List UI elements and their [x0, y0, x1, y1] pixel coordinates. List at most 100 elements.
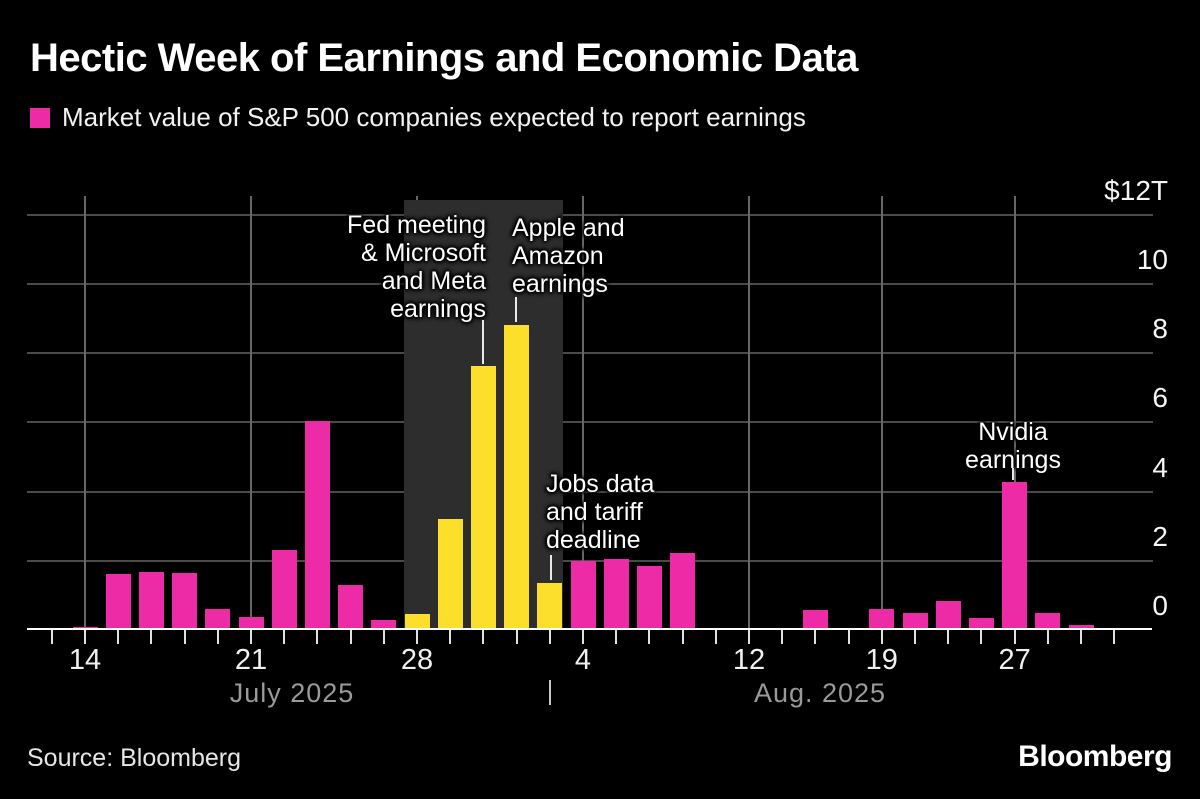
x-axis-day-label: 28 [400, 644, 434, 676]
y-axis-label: 0 [1152, 590, 1168, 621]
x-axis-day-label: 14 [68, 644, 102, 676]
annotation-label: Jobs data and tariff deadline [546, 470, 806, 554]
axis-tick [548, 630, 551, 644]
x-axis-day-label: 19 [865, 644, 898, 676]
x-axis-month-label: Aug. 2025 [753, 678, 887, 708]
annotation-line: Jobs data [546, 470, 655, 498]
axis-tick [615, 630, 618, 644]
annotation-line: and tariff [546, 498, 643, 526]
annotation-line: Nvidia [978, 418, 1048, 446]
annotation-line: Amazon [512, 242, 604, 270]
x-axis-day-label: 21 [234, 644, 268, 676]
x-axis-day-label: 4 [574, 644, 592, 676]
bar-yellow [504, 325, 530, 630]
gridline-vertical [582, 196, 584, 630]
bar-pink [869, 609, 895, 630]
axis-tick [814, 630, 817, 644]
bar-pink [1002, 482, 1028, 630]
y-axis-label: 8 [1152, 313, 1168, 345]
y-axis-label: 2 [1152, 520, 1168, 552]
annotation-line: earnings [512, 270, 608, 298]
axis-tick [947, 630, 950, 644]
x-axis-baseline [27, 628, 1152, 630]
axis-tick [382, 630, 385, 644]
bar-yellow [470, 366, 496, 630]
annotation-label: Apple and Amazon earnings [512, 214, 772, 298]
gridline-vertical [84, 196, 86, 630]
gridline-horizontal [27, 490, 1153, 493]
axis-tick [880, 630, 883, 644]
axis-tick [416, 630, 418, 644]
bar-pink [238, 617, 264, 630]
bar-pink [338, 585, 364, 630]
bar-pink [603, 559, 629, 630]
gridline-horizontal [27, 213, 1153, 216]
y-axis-label: $12T [1104, 174, 1168, 206]
axis-tick [914, 630, 916, 644]
bar-pink [670, 553, 696, 630]
bar-pink [271, 550, 297, 630]
annotation-line: Fed meeting [347, 211, 486, 239]
annotation-line: earnings [390, 295, 486, 323]
bar-pink [968, 618, 994, 630]
y-axis-label: 6 [1152, 382, 1168, 414]
bar-pink [304, 421, 330, 630]
bar-pink [205, 609, 231, 630]
bar-pink [902, 613, 928, 630]
axis-tick [1046, 630, 1049, 644]
axis-tick [117, 630, 120, 644]
axis-tick [582, 630, 584, 644]
x-axis-day-label: 27 [998, 644, 1031, 676]
annotation-label: Nvidia earnings [883, 418, 1143, 474]
bar-pink [138, 572, 164, 630]
axis-tick [150, 630, 153, 644]
month-divider [549, 680, 551, 705]
axis-tick [980, 630, 983, 644]
bar-pink [1068, 625, 1094, 630]
axis-tick [714, 630, 717, 644]
axis-tick [681, 630, 684, 644]
gridline-vertical [880, 196, 883, 630]
axis-tick [748, 630, 750, 644]
source-credit: Source: Bloomberg [27, 744, 242, 772]
axis-tick [283, 630, 286, 644]
bar-pink [1035, 613, 1061, 630]
axis-tick [1013, 630, 1016, 644]
x-axis-day-label: 12 [732, 644, 766, 676]
gridline-vertical [1013, 196, 1016, 630]
axis-tick [183, 630, 186, 644]
bar-yellow [404, 614, 430, 630]
axis-tick [648, 630, 651, 644]
annotation-label: Fed meeting & Microsoft and Meta earnings [226, 211, 486, 323]
annotation-pointer-line [550, 555, 552, 580]
bar-pink [570, 561, 596, 630]
annotation-line: Apple and [512, 214, 625, 242]
gridline-horizontal [27, 421, 1153, 424]
axis-tick [781, 630, 784, 644]
bar-pink [802, 610, 828, 630]
bar-pink [105, 574, 131, 630]
x-axis-month-label: July 2025 [229, 678, 355, 708]
axis-tick [250, 630, 252, 644]
gridline-horizontal [27, 559, 1153, 562]
axis-tick [50, 630, 53, 644]
gridline-vertical [748, 196, 750, 630]
chart-title: Hectic Week of Earnings and Economic Dat… [30, 36, 858, 80]
axis-tick [1113, 630, 1116, 644]
gridline-horizontal [27, 283, 1153, 285]
bar-pink [636, 566, 662, 630]
axis-tick [515, 630, 518, 644]
annotation-line: deadline [546, 526, 641, 554]
legend-label: Market value of S&P 500 companies expect… [62, 102, 806, 132]
axis-tick [449, 630, 452, 644]
gridline-horizontal [27, 352, 1153, 355]
y-axis-label: 4 [1152, 451, 1168, 483]
gridline-vertical [250, 196, 252, 630]
y-axis-label: 10 [1136, 244, 1168, 275]
axis-tick [482, 630, 485, 644]
axis-tick [316, 630, 319, 644]
annotation-pointer-line [482, 320, 484, 364]
axis-tick [216, 630, 219, 644]
